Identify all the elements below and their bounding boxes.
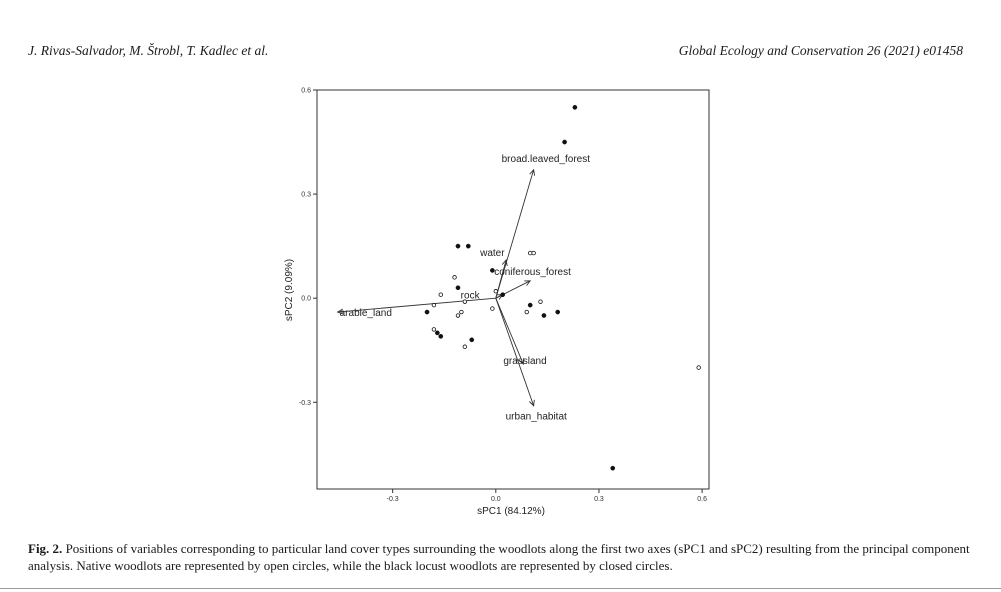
- vector-label: urban_habitat: [506, 412, 567, 423]
- y-tick-label: -0.3: [299, 400, 311, 407]
- native-woodlot-point: [538, 299, 543, 304]
- black-locust-woodlot-point: [500, 292, 506, 298]
- caption-label: Fig. 2.: [28, 541, 63, 556]
- black-locust-woodlot-point: [465, 243, 471, 249]
- black-locust-woodlot-point: [438, 333, 444, 339]
- black-locust-woodlot-point: [469, 337, 475, 343]
- native-woodlot-point: [462, 299, 468, 304]
- x-axis-label: sPC1 (84.12%): [477, 506, 545, 517]
- black-locust-woodlot-point: [572, 104, 578, 110]
- vector-label: broad.leaved_forest: [502, 154, 591, 165]
- vector-label: coniferous_forest: [494, 267, 571, 278]
- x-tick-label: -0.3: [387, 496, 399, 503]
- vector-arrowhead: [529, 168, 536, 176]
- black-locust-woodlot-point: [541, 313, 547, 318]
- native-woodlot-point: [431, 302, 437, 308]
- native-woodlot-point: [462, 344, 468, 349]
- native-woodlot-point: [531, 250, 536, 256]
- vector-arrow: [495, 169, 535, 299]
- y-tick-label: 0.6: [301, 88, 311, 95]
- vector-arrow: [337, 297, 496, 313]
- black-locust-woodlot-point: [455, 285, 461, 291]
- figure-caption: Fig. 2. Positions of variables correspon…: [28, 540, 973, 574]
- black-locust-woodlot-point: [527, 302, 533, 308]
- vector-arrowhead: [518, 358, 525, 366]
- vector-arrowhead: [529, 399, 535, 407]
- plot-frame: [316, 89, 710, 490]
- native-woodlot-point: [452, 275, 457, 280]
- native-woodlot-point: [524, 309, 529, 315]
- black-locust-woodlot-point: [424, 309, 430, 315]
- vector-arrow: [495, 298, 524, 365]
- black-locust-woodlot-point: [455, 243, 461, 249]
- vector-arrowhead: [501, 259, 508, 266]
- y-tick-label: 0.0: [301, 296, 311, 303]
- vector-arrow: [495, 298, 535, 406]
- native-woodlot-point: [438, 292, 443, 297]
- figure-2: -0.3 0.0 0.3 0.6 -0.3 0.0 0.3 0.6 broad.leaved_…: [284, 88, 710, 517]
- pca-biplot: -0.3 0.0 0.3 0.6 -0.3 0.0 0.3 0.6 broad.leaved_…: [284, 88, 710, 517]
- x-tick-label: 0.6: [697, 496, 707, 503]
- running-journal: Global Ecology and Conservation 26 (2021…: [678, 43, 963, 58]
- y-axis-label: sPC2 (9.09%): [284, 259, 295, 321]
- vector-label: arable_land: [340, 308, 392, 319]
- page-header: J. Rivas-Salvador, M. Štrobl, T. Kadlec …: [28, 43, 963, 63]
- black-locust-woodlot-point: [435, 330, 440, 336]
- y-tick-label: 0.3: [301, 192, 311, 199]
- vector-label: water: [479, 248, 505, 259]
- x-tick-label: 0.3: [594, 496, 604, 503]
- black-locust-woodlot-point: [562, 139, 567, 145]
- native-woodlot-point: [490, 306, 495, 311]
- vector-arrowhead: [336, 308, 344, 315]
- black-locust-woodlot-point: [610, 465, 616, 471]
- page-bottom-rule: [0, 588, 1001, 589]
- native-woodlot-point: [696, 365, 701, 370]
- black-locust-woodlot-point: [555, 309, 561, 315]
- vector-label: grassland: [503, 356, 546, 367]
- native-woodlot-point: [431, 327, 437, 332]
- native-woodlot-point: [493, 289, 499, 294]
- vector-arrowhead: [524, 280, 532, 286]
- native-woodlot-point: [455, 313, 461, 318]
- x-tick-label: 0.0: [491, 496, 501, 503]
- caption-text: Positions of variables corresponding to …: [28, 541, 970, 573]
- native-woodlot-point: [459, 309, 464, 315]
- black-locust-woodlot-point: [490, 268, 495, 273]
- vector-label: rock: [461, 291, 481, 302]
- running-authors: J. Rivas-Salvador, M. Štrobl, T. Kadlec …: [28, 43, 269, 58]
